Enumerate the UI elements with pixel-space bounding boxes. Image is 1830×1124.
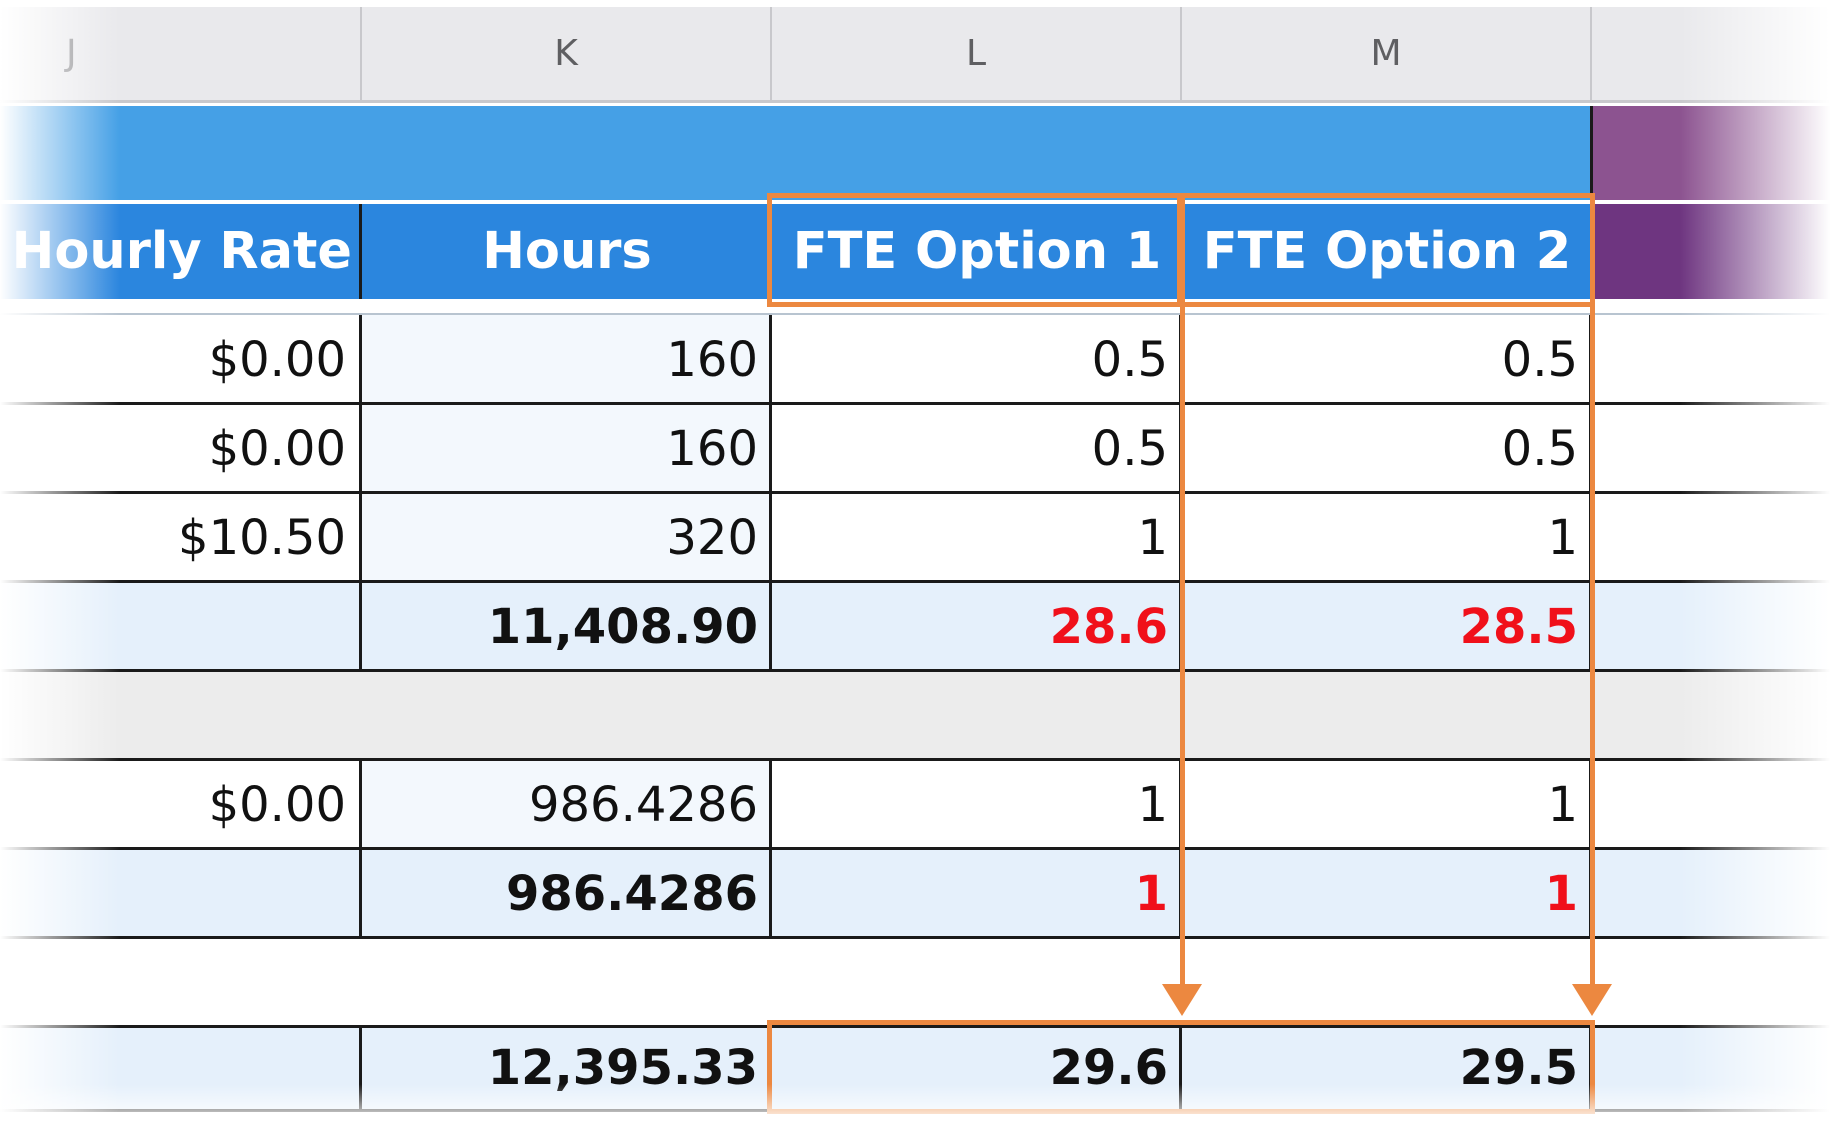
row-border (0, 1025, 1830, 1028)
fte1-cell[interactable]: 0.5 (1091, 331, 1168, 388)
fte2-cell[interactable]: 0.5 (1501, 331, 1578, 388)
header-divider (359, 204, 362, 299)
title-band-cell[interactable] (0, 106, 1592, 200)
row-border (0, 580, 1830, 583)
arrow-head-down-icon (1162, 984, 1202, 1016)
rate-cell[interactable]: $0.00 (208, 420, 346, 477)
header-hours[interactable]: Hours (362, 204, 772, 299)
subtotal-fte2-cell[interactable]: 1 (1182, 849, 1592, 938)
row-border (0, 669, 1830, 672)
subtotal-hours-cell[interactable]: 986.4286 (362, 849, 772, 938)
subtotal-fte2-cell[interactable]: 28.5 (1182, 582, 1592, 671)
col-border (359, 315, 362, 669)
subtotal-fte1-cell[interactable]: 1 (772, 849, 1182, 938)
right-fade (1680, 0, 1830, 1124)
col-border (359, 760, 362, 938)
hours-cell[interactable]: 986.4286 (362, 760, 772, 849)
left-fade (0, 0, 120, 1124)
col-border (769, 315, 772, 669)
header-fte-option-1[interactable]: FTE Option 1 (772, 204, 1182, 299)
row-border (0, 936, 1830, 939)
row-border (0, 491, 1830, 494)
fte2-cell[interactable]: 1 (1547, 776, 1578, 833)
rate-cell[interactable]: $0.00 (208, 776, 346, 833)
subtotal-hours-cell[interactable]: 11,408.90 (362, 582, 772, 671)
highlight-fte-option-1-header (767, 193, 1185, 307)
arrow-line-fte1 (1180, 307, 1185, 987)
col-border (1179, 1027, 1182, 1109)
rate-cell[interactable]: $0.00 (208, 331, 346, 388)
row-border (0, 758, 1830, 761)
row-border (0, 402, 1830, 405)
hours-cell[interactable]: 160 (362, 404, 772, 493)
bottom-fade (0, 1084, 1830, 1124)
col-border (359, 1027, 362, 1109)
header-fte-option-2[interactable]: FTE Option 2 (1182, 204, 1592, 299)
column-header-m[interactable]: M (1182, 7, 1592, 103)
hours-cell[interactable]: 160 (362, 315, 772, 404)
fte2-cell[interactable]: 0.5 (1501, 420, 1578, 477)
column-header-k[interactable]: K (362, 7, 772, 103)
arrow-head-down-icon (1572, 984, 1612, 1016)
column-header-l[interactable]: L (772, 7, 1182, 103)
fte1-cell[interactable]: 1 (1137, 776, 1168, 833)
arrow-line-fte2 (1590, 307, 1595, 987)
band-divider (1590, 106, 1593, 200)
highlight-fte-option-2-header (1177, 193, 1595, 307)
hours-cell[interactable]: 320 (362, 493, 772, 582)
blank-gray-row[interactable] (0, 671, 1830, 760)
fte1-cell[interactable]: 1 (1137, 509, 1168, 566)
row-border (0, 313, 1830, 315)
col-border (769, 760, 772, 938)
fte2-cell[interactable]: 1 (1547, 509, 1578, 566)
fte1-cell[interactable]: 0.5 (1091, 420, 1168, 477)
row-border (0, 847, 1830, 850)
subtotal-fte1-cell[interactable]: 28.6 (772, 582, 1182, 671)
rate-cell[interactable]: $10.50 (178, 509, 346, 566)
